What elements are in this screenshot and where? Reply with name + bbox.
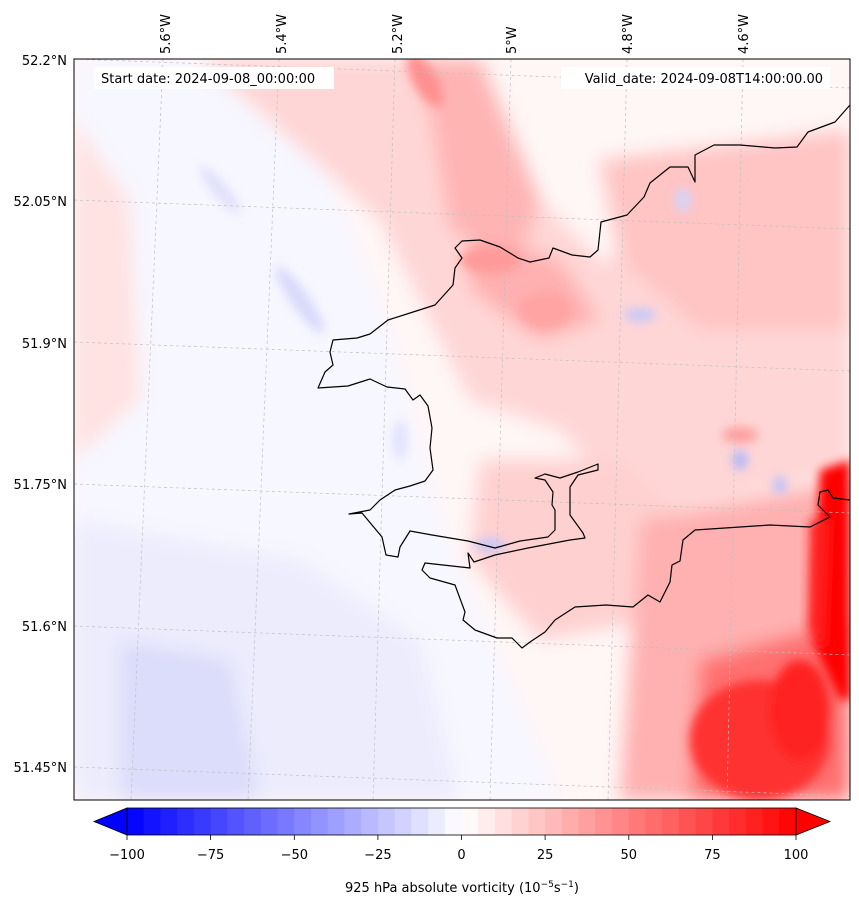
valid-date-label: Valid_date: 2024-09-08T14:00:00.00 [585, 72, 823, 87]
colorbar-cell [561, 808, 580, 835]
colorbar-cell [277, 808, 295, 835]
colorbar-tick-label: −25 [364, 848, 391, 863]
colorbar-cell [729, 808, 747, 835]
colorbar-ticks: −100 −75 −50 −25 0 25 50 75 100 [109, 848, 808, 863]
coastline [317, 104, 850, 649]
colorbar-cell [662, 808, 680, 835]
lon-label: 5°W [505, 26, 520, 54]
colorbar-cell [428, 808, 446, 835]
colorbar-cell [595, 808, 613, 835]
lon-label: 5.6°W [159, 14, 174, 54]
lon-label: 5.4°W [275, 14, 290, 54]
strong-vorticity-band [808, 460, 850, 700]
lat-label: 51.6°N [22, 620, 67, 635]
colorbar-cell [494, 808, 513, 835]
colorbar-cell [678, 808, 697, 835]
colorbar-cell [695, 808, 713, 835]
lat-label: 51.45°N [14, 761, 67, 776]
coastline-north [317, 104, 850, 649]
colorbar-cell [478, 808, 496, 835]
latitude-labels: 52.2°N 52.05°N 51.9°N 51.75°N 51.6°N 51.… [14, 54, 67, 776]
colorbar-cell [327, 808, 346, 835]
colorbar-cell [143, 808, 162, 835]
lat-label: 51.75°N [14, 478, 67, 493]
colorbar-cell [762, 808, 780, 835]
colorbar-cell [361, 808, 379, 835]
colorbar-cell [193, 808, 212, 835]
colorbar-cell [712, 808, 730, 835]
lat-label: 52.2°N [22, 54, 67, 69]
colorbar-cell [628, 808, 647, 835]
colorbar-cell [411, 808, 429, 835]
colorbar-tick-label: 0 [457, 848, 465, 863]
colorbar-tick-label: 50 [621, 848, 638, 863]
colorbar-cell [210, 808, 228, 835]
lon-label: 4.6°W [737, 14, 752, 54]
graticule [74, 59, 850, 800]
colorbar-tick-label: 25 [537, 848, 554, 863]
colorbar-label: 925 hPa absolute vorticity (10−5s−1) [345, 880, 579, 896]
map-frame [73, 58, 851, 801]
colorbar-tick-marks [126, 835, 797, 840]
lat-label: 52.05°N [14, 195, 67, 210]
lat-label: 51.9°N [22, 337, 67, 352]
colorbar-tick-label: −75 [197, 848, 224, 863]
colorbar-cell [160, 808, 178, 835]
colorbar-cell [545, 808, 563, 835]
lon-label: 4.8°W [621, 14, 636, 54]
vorticity-field [74, 59, 850, 800]
colorbar: −100 −75 −50 −25 0 25 50 75 100 925 hPa … [92, 807, 832, 896]
vorticity-features [199, 59, 830, 800]
colorbar-extend-low [92, 807, 128, 836]
colorbar-cell [645, 808, 663, 835]
colorbar-cell [394, 808, 412, 835]
colorbar-cell [294, 808, 312, 835]
colorbar-cell [578, 808, 596, 835]
colorbar-cell [779, 808, 797, 835]
colorbar-cell [344, 808, 362, 835]
start-date-label: Start date: 2024-09-08_00:00:00 [101, 72, 315, 87]
colorbar-cell [511, 808, 529, 835]
colorbar-cell [528, 808, 546, 835]
colorbar-tick-label: 100 [784, 848, 809, 863]
colorbar-cell [310, 808, 329, 835]
valid-date-box [561, 67, 830, 89]
colorbar-cell [127, 808, 145, 835]
colorbar-cell [444, 808, 463, 835]
colorbar-cell [177, 808, 195, 835]
map-panel: Start date: 2024-09-08_00:00:00 Valid_da… [74, 59, 850, 800]
colorbar-cell [745, 808, 764, 835]
start-date-box [94, 67, 334, 89]
colorbar-tick-label: −100 [109, 848, 145, 863]
colorbar-cell [227, 808, 245, 835]
lon-label: 5.2°W [391, 14, 406, 54]
colorbar-cell [377, 808, 396, 835]
colorbar-cell [461, 808, 479, 835]
longitude-labels: 5.6°W 5.4°W 5.2°W 5°W 4.8°W 4.6°W [159, 14, 752, 54]
colorbar-tick-label: 75 [704, 848, 721, 863]
colorbar-tick-label: −50 [281, 848, 308, 863]
colorbar-cell [612, 808, 630, 835]
colorbar-cells [127, 808, 797, 835]
colorbar-cell [244, 808, 262, 835]
colorbar-cell [260, 808, 279, 835]
colorbar-extend-high [795, 807, 832, 836]
